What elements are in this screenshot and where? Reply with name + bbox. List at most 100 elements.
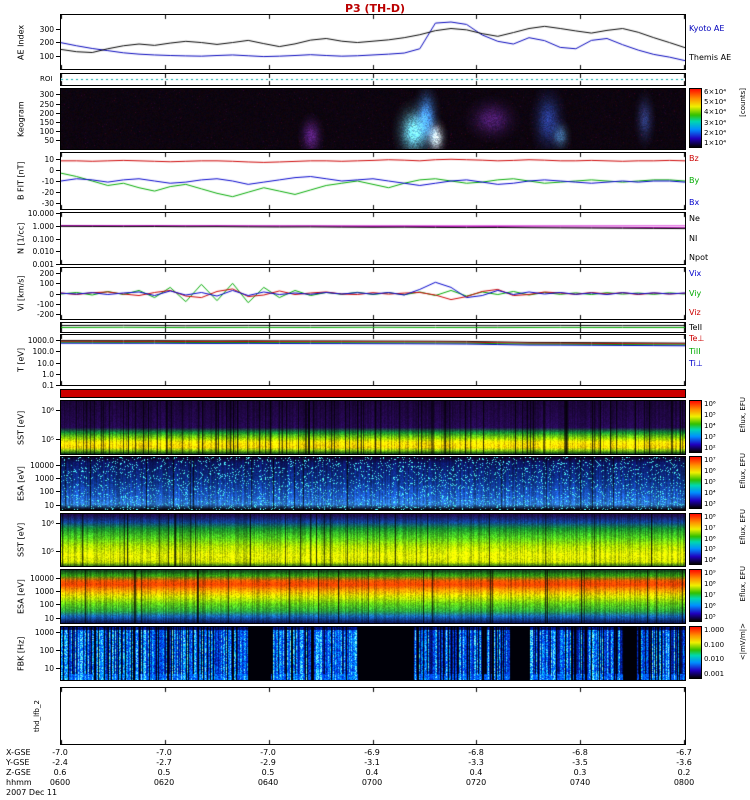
ephemeris-value: -2.9 [260, 758, 276, 767]
esa-electron-canvas [61, 570, 685, 623]
colorbar-label: 10⁶ [704, 534, 716, 543]
colorbar-label: 0.001 [704, 670, 725, 678]
esa_ion-colorbar [689, 456, 702, 509]
ephemeris-row-label: X-GSE [6, 748, 31, 757]
ephemeris-row-label: Z-GSE [6, 768, 31, 777]
ylabel-lfb: thd_lfb_2 [33, 700, 41, 732]
esa_elec-colorbar [689, 569, 702, 622]
ephemeris-value: 0620 [153, 778, 175, 787]
ylabel-temperature: T [eV] [16, 347, 26, 373]
esa-ion-canvas [61, 457, 685, 510]
colorbar-label: 4×10⁴ [704, 108, 727, 117]
series-label-by: By [689, 176, 700, 185]
ephemeris-value: 0.5 [157, 768, 171, 777]
sst-ion-canvas [61, 401, 685, 454]
series-label-vix: Vix [689, 269, 702, 279]
ephemeris-value: 0.5 [261, 768, 275, 777]
colorbar-label: 5×10⁴ [704, 98, 727, 107]
keogram-colorbar [689, 88, 702, 148]
colorbar-unit: [counts] [739, 88, 747, 117]
ephemeris-row-label: Y-GSE [6, 758, 30, 767]
colorbar-label: 6×10⁴ [704, 88, 727, 96]
panel-keogram [60, 88, 686, 150]
series-label-bx: Bx [689, 198, 700, 208]
sst_ion-colorbar [689, 400, 702, 453]
roi-canvas [61, 74, 685, 85]
ylabel-bfit: B FIT [nT] [16, 161, 26, 201]
series-label-viy: Viy [689, 288, 702, 298]
plot-title: P3 (TH-D) [344, 2, 405, 15]
ephemeris-value: -3.3 [468, 758, 484, 767]
colorbar-label: 10³ [704, 500, 716, 508]
series-label-bz: Bz [689, 153, 699, 163]
ephemeris-value: -7.0 [260, 748, 276, 757]
series-label-ni: NI [689, 233, 698, 243]
colorbar-unit: Eflux, EFU [739, 509, 747, 545]
ephemeris-value: -7.0 [52, 748, 68, 757]
panel-velocity [60, 267, 686, 320]
ephemeris-value: -3.6 [676, 758, 692, 767]
series-label-te-: Te⊥ [689, 334, 705, 343]
colorbar-label: 10⁴ [704, 422, 716, 430]
ae-index-canvas [61, 15, 685, 69]
colorbar-unit: <|mV/m|> [739, 622, 747, 660]
ephemeris-value: 0640 [257, 778, 279, 787]
ephemeris-value: -6.9 [364, 748, 380, 757]
colorbar-unit: Eflux, EFU [739, 396, 747, 432]
ephemeris-date: 2007 Dec 11 [6, 788, 58, 797]
colorbar-label: 10⁸ [704, 513, 716, 521]
sst_elec-colorbar [689, 513, 702, 565]
panel-sst-electron [60, 513, 686, 567]
ephemeris-value: -2.4 [52, 758, 68, 767]
ylabel-esa-electron: ESA [eV] [16, 579, 26, 614]
ylabel-ae-index: AE Index [16, 24, 26, 60]
te-strip-canvas [61, 323, 685, 332]
panel-ae-index [60, 14, 686, 70]
ephemeris-value: -2.7 [156, 758, 172, 767]
colorbar-label: 10⁵ [704, 478, 716, 486]
fbk-colorbar [689, 626, 702, 679]
ephemeris-value: -6.7 [676, 748, 692, 757]
colorbar-label: 10⁶ [704, 400, 716, 408]
colorbar-label: 10⁴ [704, 489, 716, 497]
keogram-canvas [61, 89, 685, 149]
ephemeris-value: 0720 [465, 778, 487, 787]
colorbar-label: 10⁶ [704, 467, 716, 475]
lfb-canvas [61, 688, 685, 744]
ephemeris-value: -7.0 [156, 748, 172, 757]
ephemeris-value: -6.8 [468, 748, 484, 757]
ephemeris-value: 0600 [49, 778, 71, 787]
colorbar-label: 10⁷ [704, 591, 716, 599]
colorbar-label: 10⁵ [704, 411, 716, 419]
ephemeris-row-label: hhmm [6, 778, 32, 787]
velocity-canvas [61, 268, 685, 319]
ephemeris-value: -3.5 [572, 758, 588, 767]
ylabel-velocity: Vi [km/s] [16, 275, 26, 312]
ylabel-fbk: FBK [Hz] [16, 636, 26, 671]
colorbar-label: 10⁵ [704, 613, 716, 621]
ephemeris-value: 0800 [673, 778, 695, 787]
ephemeris-value: 0.4 [469, 768, 483, 777]
ephemeris-value: 0740 [569, 778, 591, 787]
ylabel-density: N [1/cc] [16, 222, 26, 255]
series-label-npot: Npot [689, 252, 709, 262]
series-label-ti-: Ti⊥ [689, 359, 703, 368]
ephemeris-value: -3.1 [364, 758, 380, 767]
panel-temperature [60, 334, 686, 386]
density-canvas [61, 213, 685, 264]
colorbar-label: 10² [704, 444, 716, 452]
ephemeris-value: 0.2 [677, 768, 691, 777]
ephemeris-value: -6.8 [572, 748, 588, 757]
fbk-canvas [61, 627, 685, 680]
series-label-tiii: TiII [689, 346, 701, 356]
colorbar-label: 10⁷ [704, 456, 716, 464]
colorbar-label: 1×10⁴ [704, 139, 727, 147]
sst-electron-canvas [61, 514, 685, 566]
colorbar-unit: Eflux, EFU [739, 565, 747, 601]
series-label-kyoto-ae: Kyoto AE [689, 23, 725, 33]
colorbar-label: 10⁹ [704, 569, 716, 577]
ephemeris-value: 0700 [361, 778, 383, 787]
colorbar-label: 10⁶ [704, 602, 716, 610]
colorbar-label: 10⁵ [704, 545, 716, 554]
